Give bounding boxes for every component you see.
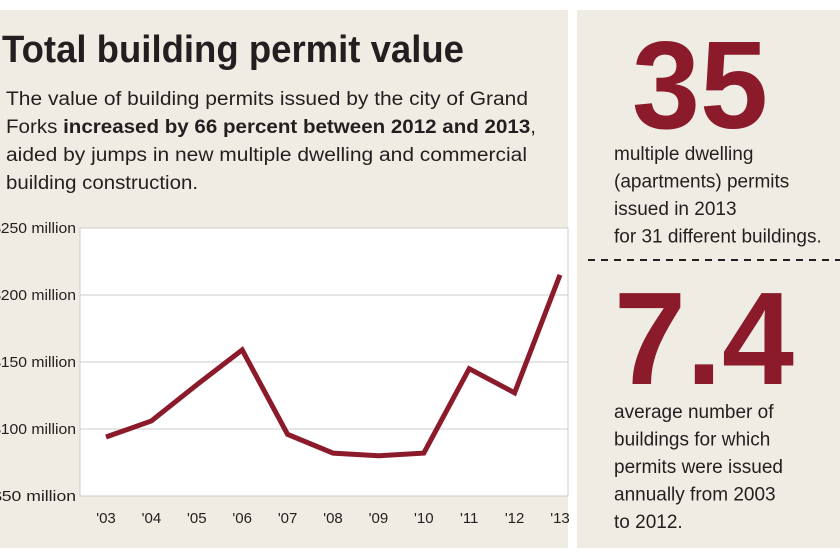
description-text: , <box>530 117 536 138</box>
line-series <box>105 274 563 459</box>
x-tick-label: '03 <box>96 510 116 527</box>
x-tick-label: '07 <box>278 510 298 527</box>
x-tick-label: '13 <box>550 510 570 527</box>
stat-text: multiple dwelling <box>614 144 753 165</box>
y-tick-label: $200 million <box>0 287 76 304</box>
x-tick-label: '10 <box>414 510 434 527</box>
stat-text: for 31 different buildings. <box>614 227 822 248</box>
description-line: building construction. <box>6 173 198 194</box>
stat-text: issued in 2013 <box>614 199 737 220</box>
stat-text: buildings for which <box>614 430 770 451</box>
right-panel <box>577 10 840 548</box>
x-tick-label: '09 <box>369 510 389 527</box>
stat-text: permits were issued <box>614 457 783 478</box>
description-emphasis: increased by 66 percent between 2012 and… <box>63 117 530 138</box>
stat-text: to 2012. <box>614 512 683 533</box>
chart-title: Total building permit value <box>2 29 464 71</box>
description-line: The value of building permits issued by … <box>6 89 528 110</box>
stat-number: 7.4 <box>614 265 794 412</box>
stat-text: average number of <box>614 402 774 423</box>
x-tick-label: '12 <box>505 510 525 527</box>
y-tick-label: $100 million <box>0 421 76 438</box>
x-tick-label: '04 <box>142 510 162 527</box>
description-line: Forks increased by 66 percent between 20… <box>6 117 536 138</box>
stat-number: 35 <box>632 17 768 155</box>
x-tick-label: '06 <box>232 510 252 527</box>
description-line: aided by jumps in new multiple dwelling … <box>6 145 527 166</box>
y-tick-label: $150 million <box>0 354 76 371</box>
stat-text: (apartments) permits <box>614 172 789 193</box>
y-tick-label: $50 million <box>0 488 76 505</box>
x-tick-label: '08 <box>323 510 343 527</box>
x-tick-label: '05 <box>187 510 207 527</box>
y-tick-label: $250 million <box>0 220 76 237</box>
x-tick-label: '11 <box>460 510 478 527</box>
stat-text: annually from 2003 <box>614 485 776 506</box>
description-text: Forks <box>6 117 63 138</box>
